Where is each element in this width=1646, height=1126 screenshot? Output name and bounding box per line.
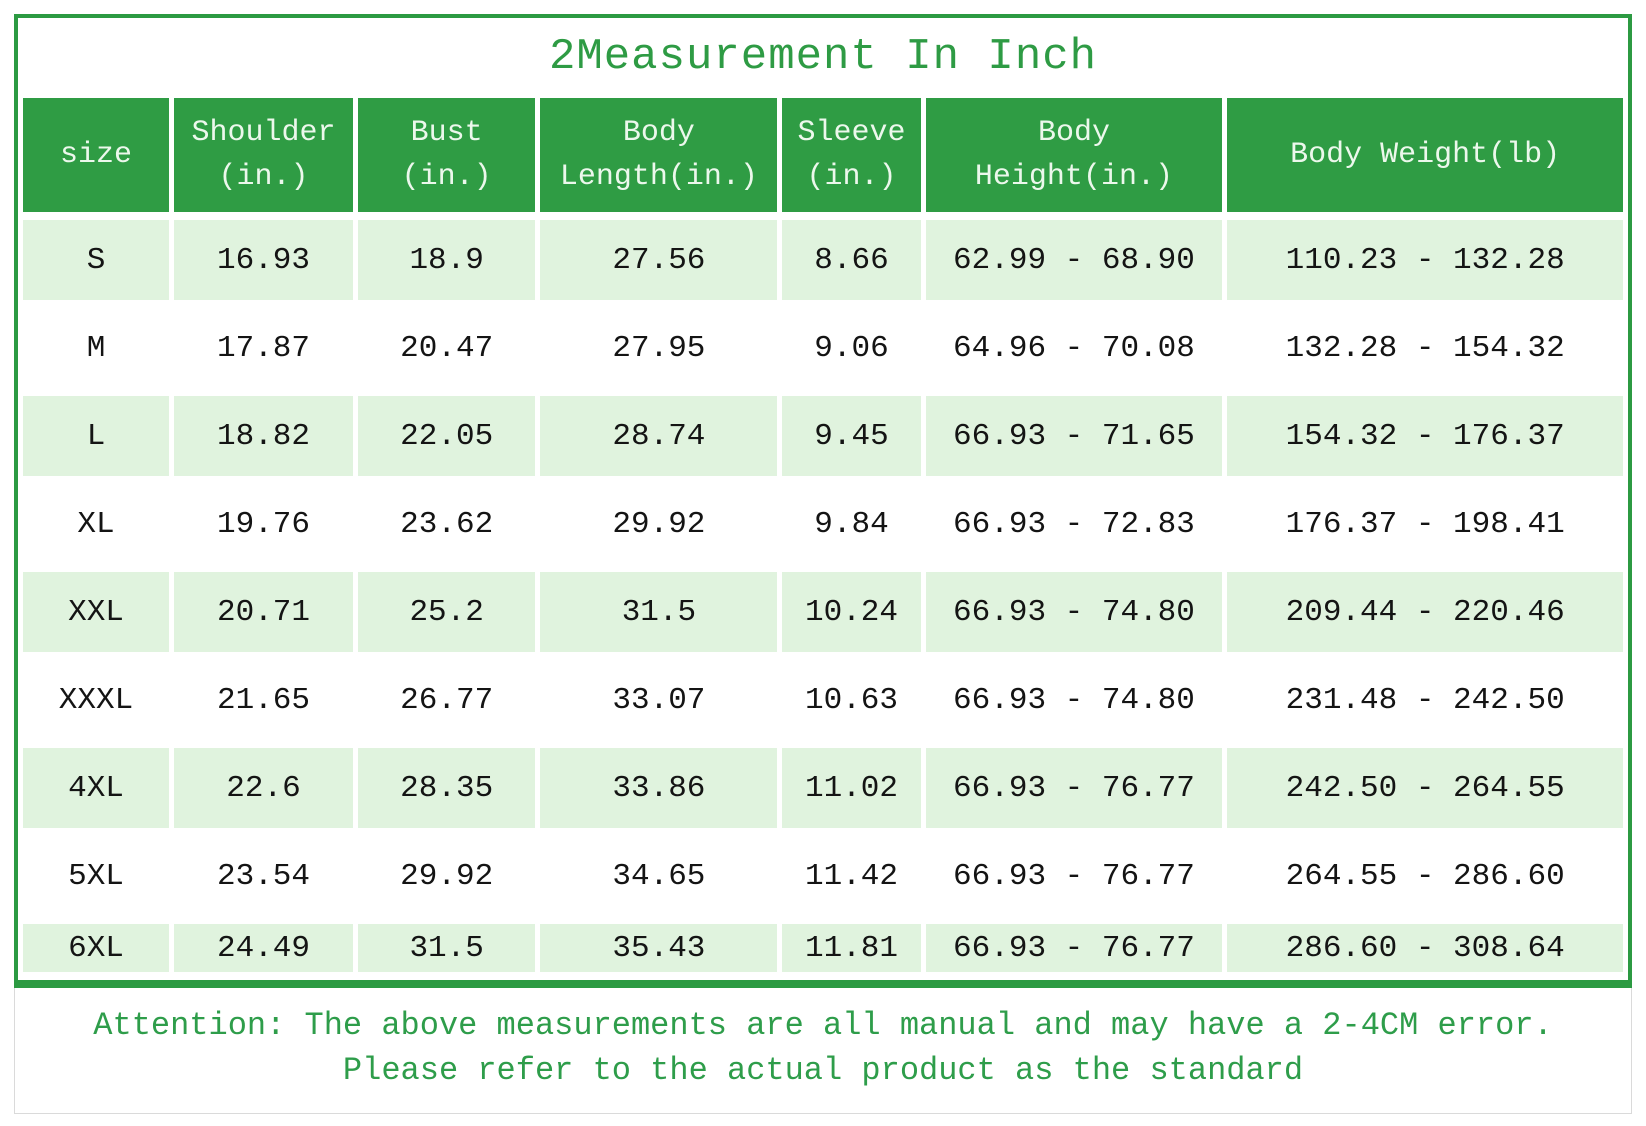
- measurement-cell: 28.35: [357, 748, 536, 828]
- table-row: XXXL 21.65 26.77 33.07 10.63 66.93 - 74.80 231…: [23, 660, 1623, 740]
- measurement-cell: 209.44 - 220.46: [1227, 572, 1623, 652]
- measurement-cell: 28.74: [540, 396, 778, 476]
- measurement-cell: 26.77: [357, 660, 536, 740]
- measurement-cell: 66.93 - 76.77: [925, 748, 1223, 828]
- measurement-cell: 62.99 - 68.90: [925, 220, 1223, 300]
- attention-line-1: Attention: The above measurements are al…: [93, 1007, 1553, 1044]
- size-label-cell: L: [23, 396, 169, 476]
- table-row: L 18.82 22.05 28.74 9.45 66.93 - 71.65 154.32 …: [23, 396, 1623, 476]
- column-header-size: size: [23, 98, 169, 212]
- header-row: size Shoulder (in.) Bust (in.) Body Leng…: [23, 98, 1623, 212]
- size-table: size Shoulder (in.) Bust (in.) Body Leng…: [18, 90, 1628, 980]
- table-row: XXL 20.71 25.2 31.5 10.24 66.93 - 74.80 209.44…: [23, 572, 1623, 652]
- column-header-sleeve: Sleeve (in.): [782, 98, 921, 212]
- measurement-cell: 286.60 - 308.64: [1227, 924, 1623, 972]
- measurement-cell: 29.92: [540, 484, 778, 564]
- size-label-cell: XXXL: [23, 660, 169, 740]
- size-label-cell: 5XL: [23, 836, 169, 916]
- column-header-body-length: Body Length(in.): [540, 98, 778, 212]
- measurement-cell: 132.28 - 154.32: [1227, 308, 1623, 388]
- measurement-cell: 66.93 - 74.80: [925, 660, 1223, 740]
- measurement-cell: 66.93 - 76.77: [925, 924, 1223, 972]
- table-row: 5XL 23.54 29.92 34.65 11.42 66.93 - 76.77 264.…: [23, 836, 1623, 916]
- measurement-cell: 11.42: [782, 836, 921, 916]
- table-row: 6XL 24.49 31.5 35.43 11.81 66.93 - 76.77 286.6…: [23, 924, 1623, 972]
- chart-frame: 2Measurement In Inch size Shoulder (in.): [14, 14, 1632, 1114]
- measurement-cell: 18.82: [174, 396, 353, 476]
- measurement-cell: 20.47: [357, 308, 536, 388]
- measurement-cell: 29.92: [357, 836, 536, 916]
- measurement-cell: 20.71: [174, 572, 353, 652]
- measurement-cell: 22.05: [357, 396, 536, 476]
- measurement-cell: 16.93: [174, 220, 353, 300]
- table-row: XL 19.76 23.62 29.92 9.84 66.93 - 72.83 176.37…: [23, 484, 1623, 564]
- measurement-cell: 66.93 - 71.65: [925, 396, 1223, 476]
- measurement-cell: 33.07: [540, 660, 778, 740]
- measurement-cell: 154.32 - 176.37: [1227, 396, 1623, 476]
- table-body: S 16.93 18.9 27.56 8.66 62.99 - 68.90 110.23 -…: [23, 220, 1623, 972]
- measurement-cell: 64.96 - 70.08: [925, 308, 1223, 388]
- size-label-cell: 6XL: [23, 924, 169, 972]
- measurement-cell: 18.9: [357, 220, 536, 300]
- measurement-cell: 231.48 - 242.50: [1227, 660, 1623, 740]
- measurement-table-section: 2Measurement In Inch size Shoulder (in.): [14, 14, 1632, 988]
- measurement-cell: 17.87: [174, 308, 353, 388]
- measurement-cell: 8.66: [782, 220, 921, 300]
- measurement-cell: 22.6: [174, 748, 353, 828]
- measurement-cell: 25.2: [357, 572, 536, 652]
- measurement-cell: 11.02: [782, 748, 921, 828]
- column-header-bust: Bust (in.): [357, 98, 536, 212]
- attention-note: Attention: The above measurements are al…: [14, 988, 1632, 1114]
- column-header-shoulder: Shoulder (in.): [174, 98, 353, 212]
- size-label-cell: XXL: [23, 572, 169, 652]
- measurement-cell: 19.76: [174, 484, 353, 564]
- measurement-cell: 110.23 - 132.28: [1227, 220, 1623, 300]
- measurement-cell: 23.62: [357, 484, 536, 564]
- measurement-cell: 10.24: [782, 572, 921, 652]
- measurement-cell: 21.65: [174, 660, 353, 740]
- measurement-cell: 11.81: [782, 924, 921, 972]
- measurement-cell: 66.93 - 74.80: [925, 572, 1223, 652]
- measurement-cell: 66.93 - 72.83: [925, 484, 1223, 564]
- measurement-cell: 9.84: [782, 484, 921, 564]
- size-label-cell: XL: [23, 484, 169, 564]
- measurement-cell: 23.54: [174, 836, 353, 916]
- measurement-cell: 35.43: [540, 924, 778, 972]
- size-label-cell: 4XL: [23, 748, 169, 828]
- measurement-cell: 31.5: [540, 572, 778, 652]
- measurement-cell: 242.50 - 264.55: [1227, 748, 1623, 828]
- table-row: M 17.87 20.47 27.95 9.06 64.96 - 70.08 132.28 …: [23, 308, 1623, 388]
- measurement-cell: 34.65: [540, 836, 778, 916]
- measurement-cell: 27.95: [540, 308, 778, 388]
- table-row: 4XL 22.6 28.35 33.86 11.02 66.93 - 76.77 242.5…: [23, 748, 1623, 828]
- table-row: S 16.93 18.9 27.56 8.66 62.99 - 68.90 110.23 -…: [23, 220, 1623, 300]
- chart-title: 2Measurement In Inch: [548, 32, 1098, 82]
- measurement-cell: 264.55 - 286.60: [1227, 836, 1623, 916]
- size-label-cell: S: [23, 220, 169, 300]
- measurement-cell: 10.63: [782, 660, 921, 740]
- size-label-cell: M: [23, 308, 169, 388]
- measurement-cell: 33.86: [540, 748, 778, 828]
- measurement-cell: 66.93 - 76.77: [925, 836, 1223, 916]
- column-header-body-weight: Body Weight(lb): [1227, 98, 1623, 212]
- measurement-cell: 9.45: [782, 396, 921, 476]
- measurement-cell: 27.56: [540, 220, 778, 300]
- measurement-cell: 24.49: [174, 924, 353, 972]
- column-header-body-height: Body Height(in.): [925, 98, 1223, 212]
- measurement-cell: 9.06: [782, 308, 921, 388]
- attention-line-2: Please refer to the actual product as th…: [342, 1052, 1304, 1089]
- measurement-cell: 176.37 - 198.41: [1227, 484, 1623, 564]
- measurement-cell: 31.5: [357, 924, 536, 972]
